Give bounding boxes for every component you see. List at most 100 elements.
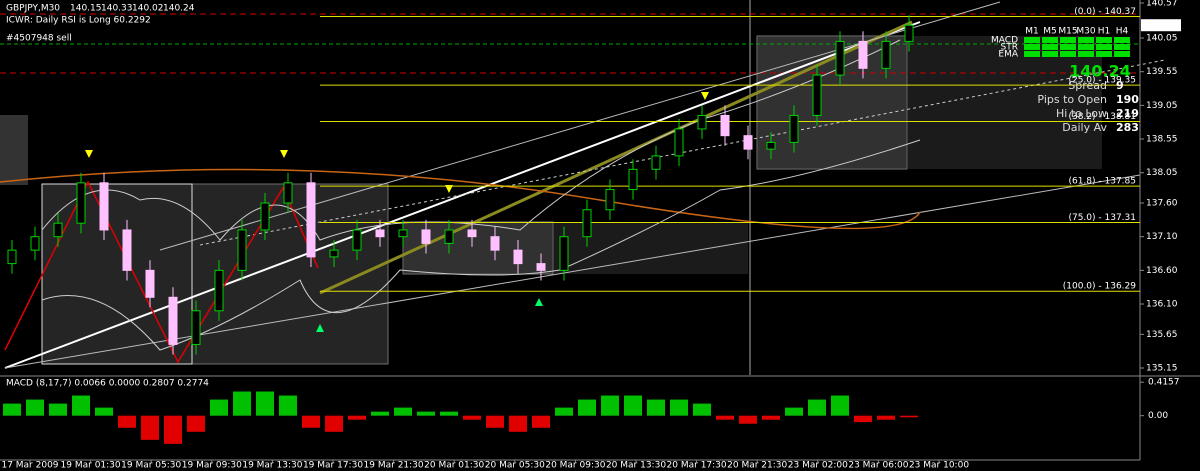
macd-bar [118,415,136,428]
timeframe-label: M1 [1025,27,1039,37]
candle-body [881,40,891,69]
candle-body [99,182,109,231]
macd-bar [808,399,826,416]
macd-bar [210,399,228,416]
candle-body [720,114,730,137]
info-label: Daily Av [1062,121,1107,134]
signal-cell [1078,44,1094,50]
macd-bar [509,415,527,432]
macd-bar [716,415,734,420]
candle-body [352,229,362,251]
macd-bar [785,407,803,416]
x-tick-label: 19 Mar 17:30 [303,461,363,471]
timeframe-label: M5 [1043,27,1057,37]
macd-bar [417,411,435,416]
candle-body [858,40,868,69]
moving-average [0,168,921,230]
y-tick-label: 139.05 [1146,101,1178,111]
timeframe-label: M30 [1076,27,1095,37]
timeframe-label: H1 [1098,27,1111,37]
candle-body [237,229,247,271]
candle-body [30,236,40,251]
signal-cell [1096,51,1112,57]
x-tick-label: 19 Mar 09:30 [182,461,242,471]
signal-cell [1042,37,1058,43]
candle-body [122,229,132,271]
macd-bar [440,411,458,416]
x-tick-label: 20 Mar 21:30 [727,461,787,471]
down-arrow [445,185,453,193]
candle-body [904,24,914,42]
macd-bar [279,395,297,416]
x-tick-label: 20 Mar 13:30 [606,461,666,471]
x-tick-label: 17 Mar 2009 [1,461,58,471]
macd-bar [72,395,90,416]
candle-body [421,229,431,244]
symbol: GBPJPY,M30 [6,4,60,14]
candle-body [490,236,500,251]
trend-line [4,21,921,369]
header-ohlc: 140.02 [132,4,164,14]
signal-cell [1060,44,1076,50]
y-tick-label: 140.05 [1146,34,1178,44]
macd-bar [394,407,412,416]
last-price-box [1141,19,1181,32]
macd-bar [900,415,918,418]
signal-cell [1078,51,1094,57]
macd-bar [693,403,711,416]
candle-body [582,209,592,238]
timeframe-label: M15 [1058,27,1077,37]
shade-box [403,222,748,274]
x-tick-label: 23 Mar 02:00 [788,461,848,471]
macd-bar [3,403,21,416]
signal-cell [1078,37,1094,43]
macd-bar [49,403,67,416]
subtitle: ICWR: Daily RSI is Long 60.2292 [6,16,151,26]
fib-label: (38.2) - 138.81 [1068,112,1136,122]
x-tick-label: 19 Mar 05:30 [121,461,181,471]
macd-bar [371,411,389,416]
macd-bar [555,407,573,416]
fib-label: (100.0) - 136.29 [1063,282,1137,292]
candle-body [766,141,776,150]
header-ohlc: 140.15 [70,4,102,14]
candle-body [7,249,17,265]
x-tick-label: 20 Mar 17:30 [667,461,727,471]
signal-arrows [316,298,543,332]
candle-body [375,229,385,238]
signal-cell [1024,37,1040,43]
x-tick-label: 23 Mar 10:00 [909,461,969,471]
info-value: 219 [1116,107,1139,120]
down-arrow [280,150,288,158]
info-value: 190 [1116,93,1139,106]
signal-cell [1042,51,1058,57]
macd-bar [95,407,113,416]
info-label: Spread [1068,79,1107,92]
macd-bar [141,415,159,440]
macd-bar [831,395,849,416]
info-value: 9 [1116,79,1124,92]
up-arrow [535,298,543,306]
x-tick-label: 20 Mar 05:30 [485,461,545,471]
zigzag [4,180,319,364]
last-price-big: 140.24 [1069,62,1131,81]
signal-cell [1024,44,1040,50]
candle-body [306,182,316,258]
candle-body [651,155,661,170]
macd-bar [325,415,343,432]
candle-body [812,74,822,116]
candle-body [283,182,293,204]
macd-bar [187,415,205,432]
y-tick-label: 138.55 [1146,135,1178,145]
y-tick-label: 136.60 [1146,266,1178,276]
y-tick-label: 139.55 [1146,67,1178,77]
macd-bar [463,415,481,420]
macd-bar [670,399,688,416]
y-tick-label: 135.65 [1146,330,1178,340]
decorations [0,0,1166,375]
macd-bar [26,399,44,416]
x-tick-label: 23 Mar 06:00 [848,461,908,471]
signal-cell [1114,37,1130,43]
trend-line [319,20,913,295]
